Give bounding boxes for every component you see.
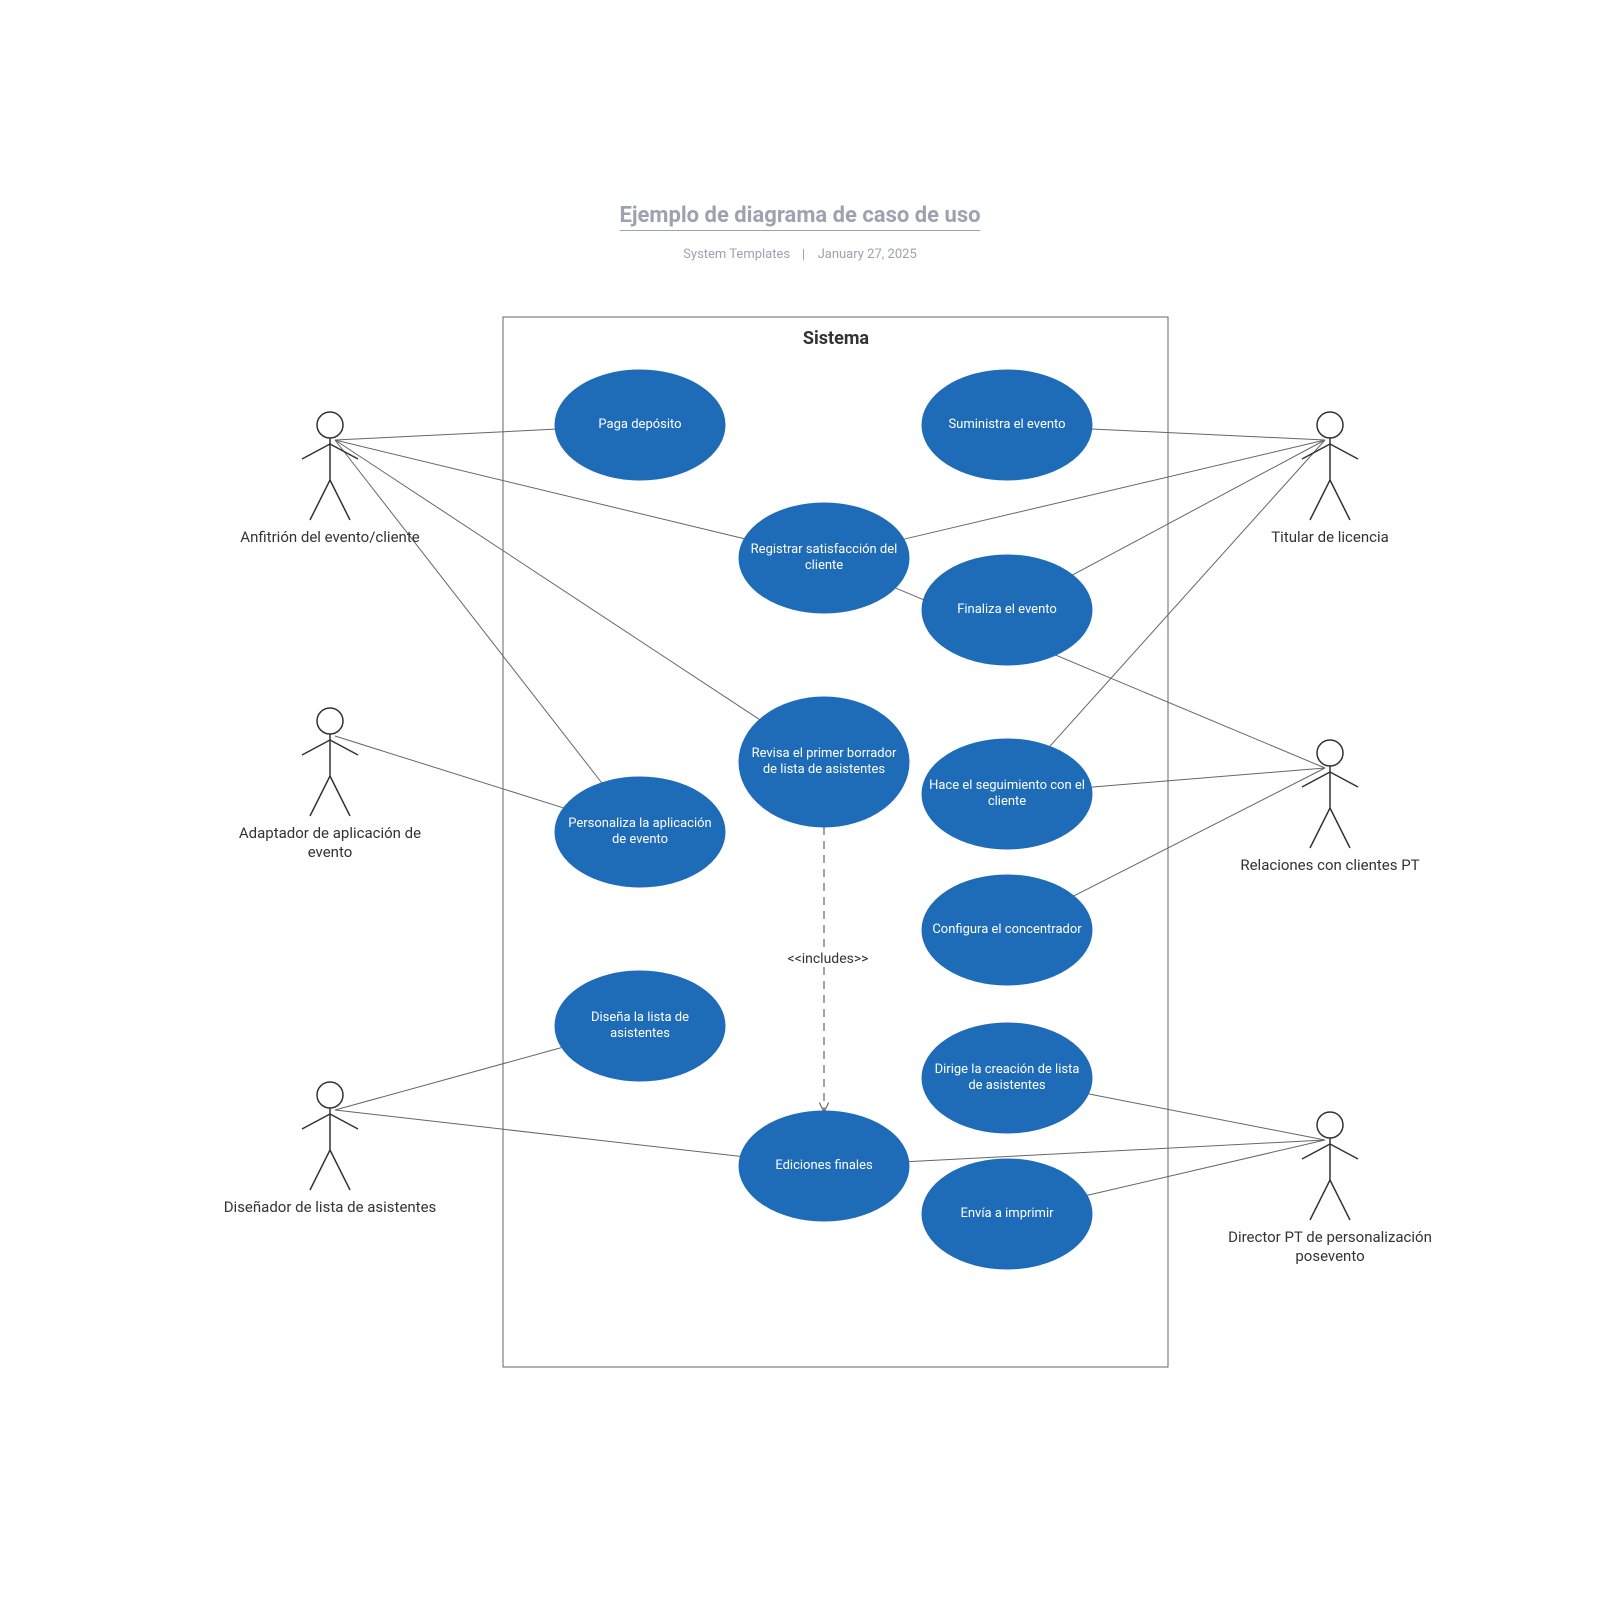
edge [1074,768,1325,896]
system-boundary-label: Sistema [736,328,936,349]
diagram-subtitle: System Templates January 27, 2025 [500,247,1100,262]
usecase-label-uc_final_ed: Ediciones finales [739,1111,909,1221]
usecase-label-uc_finalize: Finaliza el evento [922,555,1092,665]
usecase-label-uc_directs: Dirige la creación de lista de asistente… [922,1023,1092,1133]
usecase-label-uc_print: Envía a imprimir [922,1159,1092,1269]
edge [335,440,760,720]
include-label: <<includes>> [764,951,892,967]
actor-label-a_designer: Diseñador de lista de asistentes [215,1198,445,1217]
edge [1091,768,1325,787]
diagram-stage: { "canvas": { "width": 1600, "height": 1… [0,0,1600,1600]
actor-label-a_adapter: Adaptador de aplicación de evento [215,824,445,862]
edge [335,1110,740,1156]
usecase-label-uc_design: Diseña la lista de asistentes [555,971,725,1081]
usecase-label-uc_supply: Suministra el evento [922,370,1092,480]
edge [1088,1094,1325,1140]
edge [335,736,564,808]
actor-label-a_host: Anfitrión del evento/cliente [215,528,445,547]
edge [335,429,555,440]
edge [1087,1140,1325,1195]
actor-a_pt_rel [1302,740,1358,848]
actor-a_designer [302,1082,358,1190]
usecase-label-uc_satisf: Registrar satisfacción del cliente [739,503,909,613]
subtitle-right: January 27, 2025 [818,247,917,262]
edge [335,440,602,783]
actor-label-a_pt_rel: Relaciones con clientes PT [1220,856,1440,875]
usecase-label-uc_custom: Personaliza la aplicación de evento [555,777,725,887]
actor-a_pt_dir [1302,1112,1358,1220]
actor-a_adapter [302,708,358,816]
usecase-label-uc_review: Revisa el primer borrador de lista de as… [739,697,909,827]
title-underline [620,230,980,231]
actor-a_licensee [1302,412,1358,520]
subtitle-divider [803,249,804,260]
edge [1092,429,1325,440]
diagram-title: Ejemplo de diagrama de caso de uso [500,203,1100,228]
actor-label-a_licensee: Titular de licencia [1230,528,1430,547]
edge [1073,440,1325,575]
edge [335,1048,562,1110]
usecase-label-uc_followup: Hace el seguimiento con el cliente [922,739,1092,849]
usecase-label-uc_configure: Configura el concentrador [922,875,1092,985]
usecase-label-uc_pay: Paga depósito [555,370,725,480]
subtitle-left: System Templates [683,247,790,262]
actor-a_host [302,412,358,520]
actor-label-a_pt_dir: Director PT de personalización posevento [1205,1228,1455,1266]
